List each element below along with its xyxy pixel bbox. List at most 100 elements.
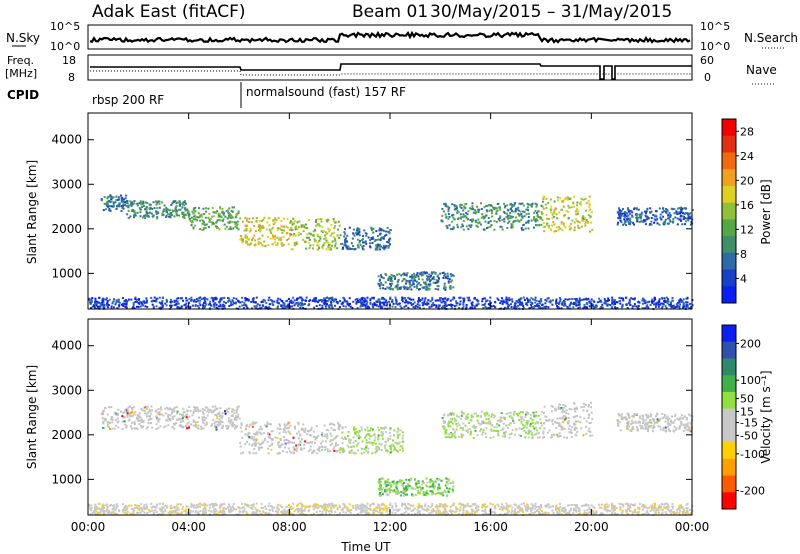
power-scatter-cell [617, 207, 620, 210]
velocity-scatter-cell [543, 427, 546, 430]
power-scatter-cell [275, 219, 278, 222]
power-scatter-cell [382, 287, 385, 290]
velocity-scatter-cell [202, 416, 205, 419]
power-scatter-cell [107, 205, 109, 208]
power-scatter-cell [112, 205, 115, 208]
power-scatter-cell [321, 225, 324, 228]
power-scatter-cell [197, 305, 199, 308]
power-scatter-cell [177, 302, 180, 305]
velocity-scatter-cell [465, 417, 468, 420]
power-scatter-cell [432, 304, 435, 307]
velocity-scatter-cell [385, 491, 388, 494]
velocity-scatter-cell [378, 448, 381, 451]
velocity-scatter-cell [293, 441, 296, 444]
power-scatter-cell [561, 200, 564, 203]
velocity-scatter-cell [627, 428, 630, 431]
power-scatter-cell [316, 248, 319, 251]
power-scatter-cell [308, 247, 311, 249]
power-scatter-cell [103, 196, 106, 199]
velocity-scatter-cell [289, 441, 292, 444]
power-scatter-cell [565, 196, 568, 199]
power-scatter-cell [303, 225, 306, 228]
velocity-scatter-cell [405, 485, 408, 488]
velocity-scatter-cell [626, 425, 629, 427]
power-scatter-cell [117, 196, 120, 199]
power-scatter-cell [260, 306, 263, 309]
power-scatter-cell [563, 198, 566, 201]
velocity-scatter-cell [438, 487, 441, 490]
velocity-scatter-cell [678, 418, 681, 421]
power-scatter-cell [584, 221, 587, 224]
power-scatter-cell [521, 216, 524, 219]
velocity-scatter-cell [270, 444, 273, 446]
velocity-scatter-cell [675, 428, 677, 431]
power-scatter-cell [219, 219, 222, 222]
power-scatter-cell [658, 298, 661, 301]
power-scatter-cell [169, 215, 172, 218]
velocity-scatter-cell [244, 433, 247, 436]
velocity-scatter-cell [616, 419, 619, 422]
power-scatter-cell [182, 299, 185, 302]
velocity-scatter-cell [542, 430, 545, 433]
velocity-scatter-cell [458, 435, 460, 438]
power-scatter-cell [249, 227, 252, 230]
velocity-scatter-cell [383, 426, 386, 429]
power-scatter-cell [620, 209, 623, 212]
power-scatter-cell [125, 307, 128, 309]
velocity-scatter-cell [124, 423, 127, 426]
velocity-scatter-cell [326, 433, 329, 436]
power-scatter-cell [161, 214, 164, 217]
power-scatter-cell [375, 245, 378, 248]
power-scatter-cell [95, 304, 98, 307]
power-scatter-cell [375, 244, 378, 247]
power-scatter-cell [398, 302, 401, 305]
power-scatter-cell [293, 299, 296, 302]
velocity-scatter-cell [390, 489, 393, 492]
power-scatter-cell [229, 220, 232, 223]
velocity-scatter-cell [525, 421, 528, 424]
power-scatter-cell [437, 274, 439, 277]
power-scatter-cell [183, 304, 186, 307]
velocity-scatter-cell [197, 416, 200, 419]
velocity-scatter-cell [689, 414, 692, 417]
power-scatter-cell [253, 244, 256, 247]
power-scatter-cell [250, 221, 253, 224]
power-scatter-cell [370, 226, 373, 229]
power-scatter-cell [645, 305, 648, 308]
power-scatter-cell [283, 304, 286, 307]
power-scatter-cell [189, 305, 192, 308]
power-scatter-cell [318, 247, 321, 250]
power-scatter-cell [261, 304, 264, 307]
velocity-scatter-cell [235, 409, 238, 412]
power-scatter-cell [569, 227, 572, 230]
velocity-scatter-cell [401, 449, 404, 452]
velocity-scatter-cell [266, 440, 269, 443]
power-scatter-cell [361, 246, 364, 248]
power-scatter-cell [302, 230, 305, 233]
velocity-scatter-cell [217, 421, 220, 424]
power-scatter-cell [628, 219, 631, 222]
power-scatter-cell [644, 214, 647, 217]
power-scatter-cell [271, 303, 274, 306]
velocity-scatter-cell [108, 406, 110, 409]
power-scatter-cell [334, 225, 337, 228]
power-scatter-cell [455, 300, 458, 303]
velocity-scatter-cell [523, 425, 526, 428]
power-scatter-cell [264, 306, 267, 309]
power-scatter-cell [114, 303, 117, 306]
power-scatter-cell [98, 305, 101, 308]
power-scatter-cell [346, 240, 349, 243]
power-scatter-cell [170, 304, 173, 307]
power-scatter-cell [555, 213, 558, 216]
velocity-scatter-cell [532, 411, 535, 414]
velocity-scatter-cell [513, 422, 516, 424]
power-scatter-cell [604, 302, 607, 305]
velocity-scatter-cell [448, 420, 451, 423]
power-scatter-cell [251, 237, 254, 240]
power-scatter-cell [158, 296, 161, 299]
power-scatter-cell [371, 303, 374, 306]
velocity-scatter-cell [240, 422, 243, 425]
power-scatter-cell [529, 307, 532, 310]
velocity-scatter-cell [487, 414, 490, 417]
power-scatter-cell [382, 301, 385, 304]
